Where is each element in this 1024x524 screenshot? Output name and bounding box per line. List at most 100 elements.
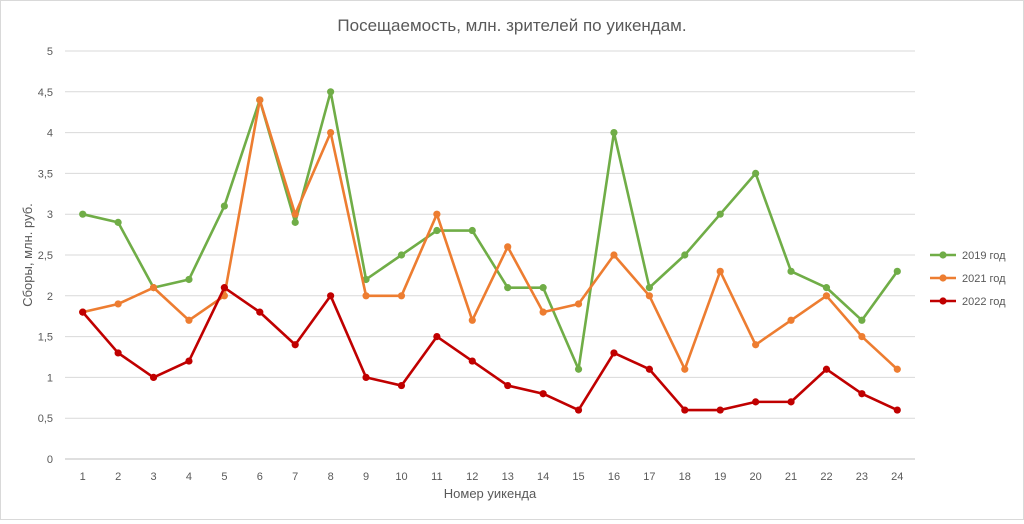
x-tick-label: 5	[221, 471, 227, 483]
data-point	[822, 365, 831, 373]
legend-label: 2019 год	[962, 250, 1006, 262]
data-point	[610, 129, 618, 137]
data-point	[114, 300, 122, 308]
data-point	[681, 365, 689, 373]
data-point	[893, 406, 901, 414]
data-point	[79, 308, 87, 316]
data-point	[504, 243, 512, 251]
data-point	[893, 365, 901, 373]
data-point	[327, 129, 335, 137]
data-point	[645, 292, 653, 300]
x-tick-label: 2	[115, 471, 121, 483]
y-tick-label: 4,5	[38, 87, 53, 99]
legend: 2019 год 2021 год 2022 год	[930, 250, 1006, 308]
data-point	[362, 373, 370, 381]
data-point	[468, 357, 476, 365]
y-tick-label: 3	[47, 209, 53, 221]
series-3	[79, 284, 901, 414]
data-point	[397, 251, 406, 259]
x-tick-label: 8	[328, 471, 334, 483]
legend-swatch-marker	[939, 274, 947, 282]
data-point	[114, 218, 122, 226]
data-point	[716, 210, 724, 218]
data-point	[858, 333, 866, 341]
data-point	[185, 275, 193, 284]
data-point	[468, 316, 476, 324]
x-tick-label: 10	[395, 471, 407, 483]
x-tick-label: 7	[292, 471, 298, 483]
x-tick-label: 21	[785, 471, 797, 483]
data-point	[822, 284, 831, 292]
data-point	[504, 284, 512, 292]
data-point	[574, 365, 583, 373]
chart-title: Посещаемость, млн. зрителей по уикендам.	[337, 16, 686, 35]
series-line	[81, 90, 899, 371]
data-point	[645, 284, 653, 292]
data-point	[256, 308, 264, 316]
data-point	[504, 381, 512, 390]
data-point	[220, 202, 228, 210]
data-point	[79, 210, 87, 218]
data-point	[291, 218, 299, 226]
x-tick-label: 11	[431, 471, 442, 483]
data-point	[256, 96, 264, 104]
legend-swatch-marker	[939, 297, 947, 305]
legend-label: 2022 год	[962, 296, 1006, 308]
x-tick-label: 9	[363, 471, 369, 483]
data-point	[787, 316, 795, 324]
data-point	[362, 275, 370, 284]
data-point	[574, 300, 583, 308]
data-point	[362, 292, 370, 300]
y-tick-label: 2	[47, 291, 53, 303]
y-tick-label: 0,5	[38, 413, 53, 425]
x-tick-label: 13	[502, 471, 514, 483]
data-point	[539, 390, 547, 398]
y-tick-label: 0	[47, 454, 53, 466]
x-axis-label: Номер уикенда	[444, 486, 537, 501]
data-point	[433, 226, 441, 235]
data-point	[327, 88, 335, 96]
data-point	[149, 373, 158, 381]
data-point	[822, 292, 831, 300]
y-tick-label: 5	[47, 46, 53, 58]
data-point	[787, 398, 795, 406]
data-point	[610, 349, 618, 357]
data-point	[752, 398, 760, 406]
data-point	[220, 284, 228, 292]
data-point	[645, 365, 653, 373]
data-point	[574, 406, 583, 414]
x-tick-label: 15	[572, 471, 584, 483]
data-point	[149, 284, 158, 292]
x-tick-label: 19	[714, 471, 726, 483]
data-point	[681, 406, 689, 414]
x-tick-label: 16	[608, 471, 620, 483]
series-layer	[79, 88, 901, 414]
y-axis-tick-labels: 0 0,5 1 1,5 2 2,5 3 3,5 4 4,5 5	[38, 46, 53, 466]
legend-swatch-marker	[939, 251, 947, 259]
x-tick-label: 23	[856, 471, 868, 483]
legend-label: 2021 год	[962, 273, 1006, 285]
data-point	[752, 341, 760, 349]
x-tick-label: 6	[257, 471, 263, 483]
x-tick-label: 3	[150, 471, 156, 483]
data-point	[787, 267, 795, 275]
y-tick-label: 2,5	[38, 250, 53, 262]
x-tick-label: 12	[466, 471, 478, 483]
x-tick-label: 18	[679, 471, 691, 483]
data-point	[397, 381, 406, 390]
data-point	[397, 292, 406, 300]
x-tick-label: 24	[891, 471, 903, 483]
x-axis-tick-labels: 1 2 3 4 5 6 7 8 9 10 11 12 13 14 15 16 17 18 19 20 21 22 23 24	[80, 471, 904, 483]
data-point	[433, 210, 441, 218]
legend-item: 2021 год	[930, 273, 1006, 285]
legend-item: 2019 год	[930, 250, 1006, 262]
data-point	[433, 333, 441, 341]
data-point	[893, 267, 901, 275]
data-point	[468, 226, 476, 235]
data-point	[716, 267, 724, 275]
y-axis-label: Сборы, млн. руб.	[20, 203, 35, 307]
data-point	[681, 251, 689, 259]
x-tick-label: 20	[750, 471, 762, 483]
